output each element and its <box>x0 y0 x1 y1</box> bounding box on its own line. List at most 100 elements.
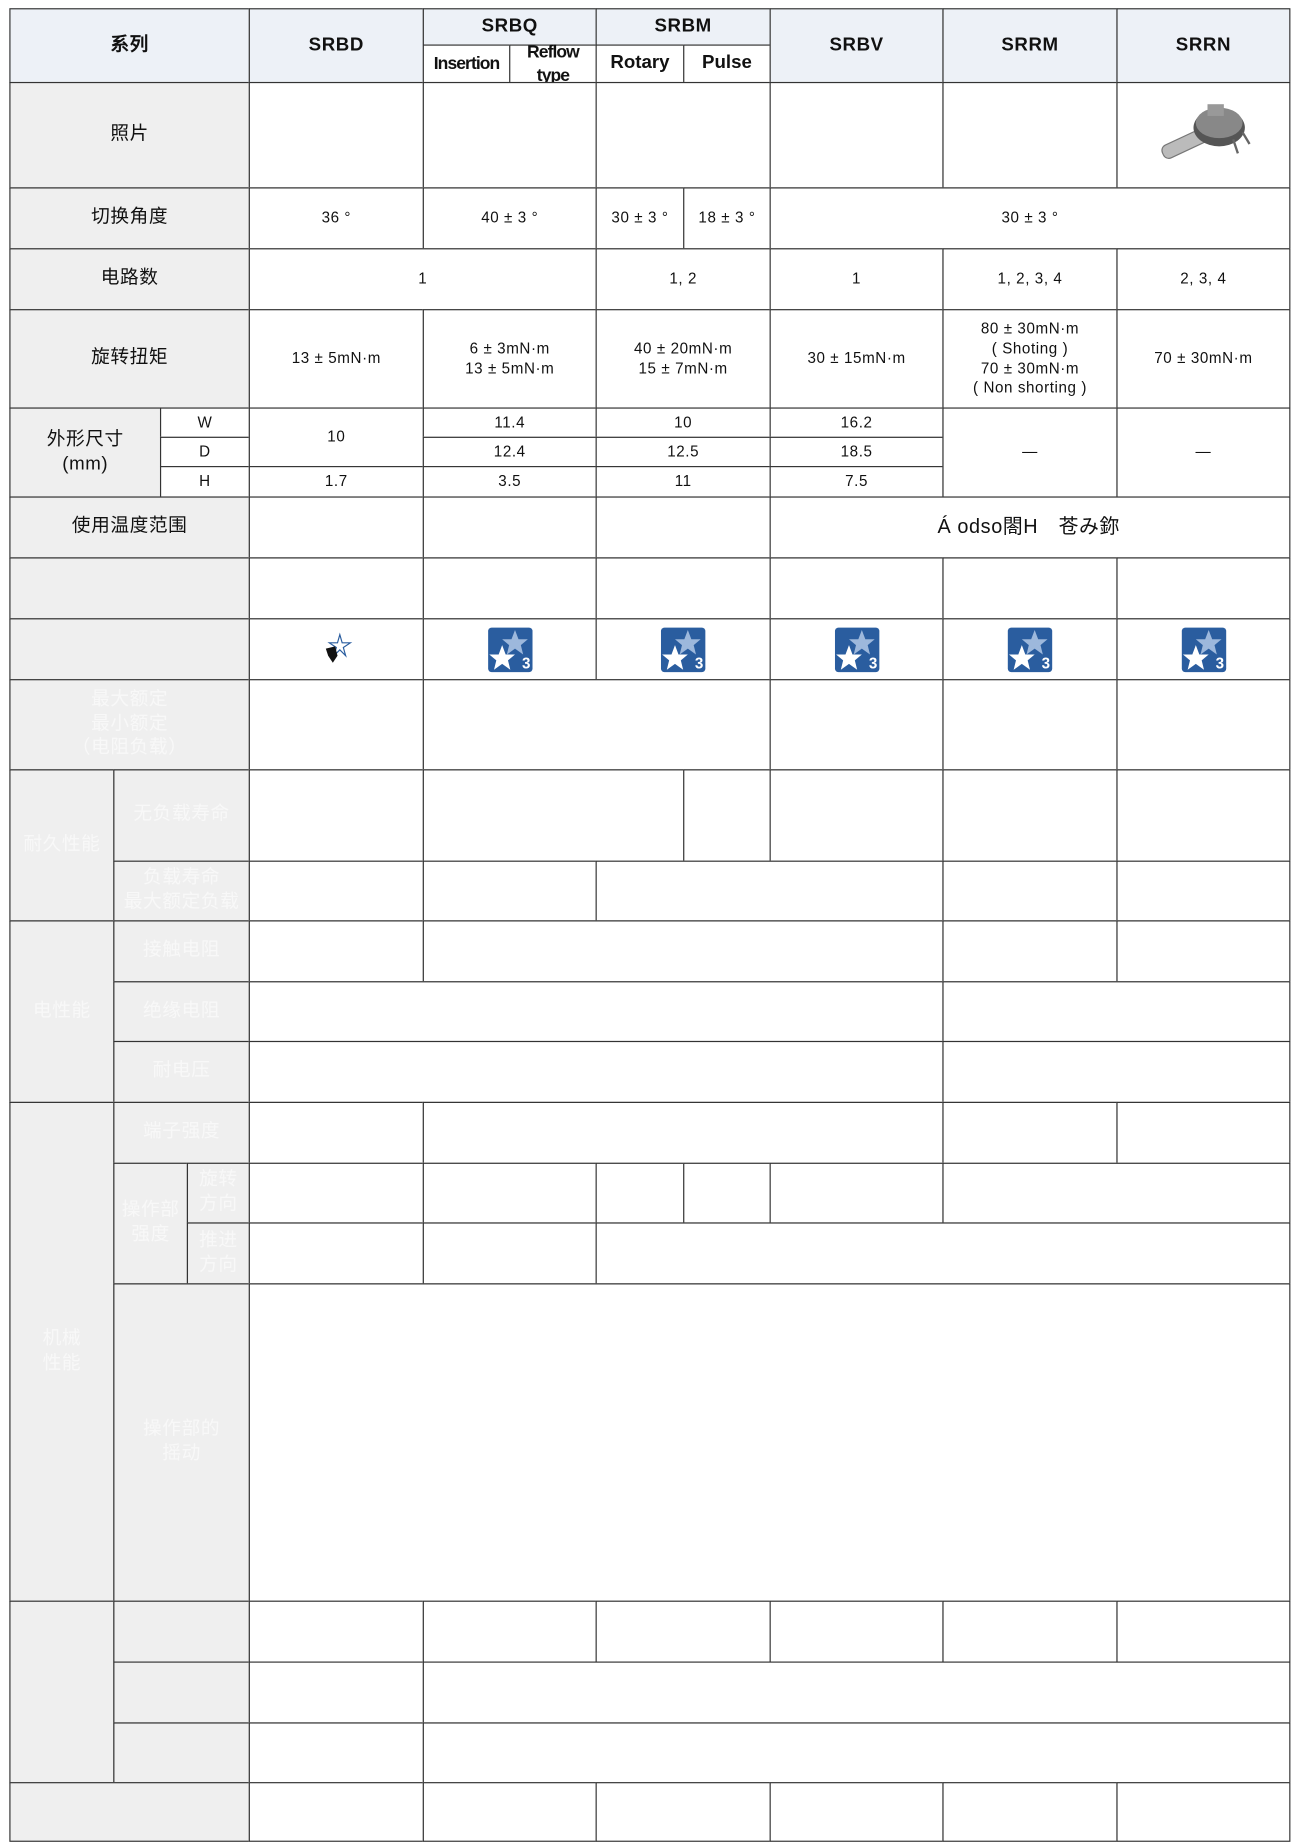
table-cell <box>248 618 424 681</box>
cell-text: 13 ± 5mN·m <box>291 348 381 367</box>
table-cell <box>422 81 597 189</box>
table-cell <box>248 1782 424 1842</box>
table-cell <box>248 981 944 1043</box>
table-cell: W <box>159 407 250 438</box>
cell-text: SRRN <box>1175 34 1232 55</box>
table-cell: Á odso閤H 苍み鉨 <box>769 496 1291 559</box>
table-cell <box>422 1600 597 1663</box>
table-cell <box>1116 1101 1291 1164</box>
table-cell <box>422 1661 1291 1724</box>
cell-text: 40 ± 20mN·m 15 ± 7mN·m <box>634 339 733 377</box>
table-cell: 40 ± 20mN·m 15 ± 7mN·m <box>595 309 771 409</box>
cell-text: Insertion <box>433 53 500 74</box>
table-cell: 机械 性能 <box>9 1101 115 1602</box>
table-cell: SRRM <box>942 8 1118 84</box>
svg-text:3: 3 <box>695 655 704 672</box>
table-cell <box>942 1101 1118 1164</box>
cell-text: 电性能 <box>32 1000 91 1021</box>
table-cell <box>942 557 1118 620</box>
cell-text: 1 <box>852 269 862 287</box>
table-cell <box>595 1600 771 1663</box>
table-cell: 切换角度 <box>9 187 250 250</box>
svg-text:3: 3 <box>521 655 530 672</box>
cell-text: 端子强度 <box>143 1121 221 1142</box>
table-cell <box>248 679 424 771</box>
table-cell: D <box>159 436 250 468</box>
svg-text:3: 3 <box>1215 655 1224 672</box>
cell-text: 推进 方向 <box>199 1230 238 1275</box>
table-cell <box>248 1101 424 1164</box>
table-cell <box>422 1222 597 1285</box>
cell-text: 2, 3, 4 <box>1180 269 1227 287</box>
cell-text: 11 <box>674 471 692 490</box>
table-cell <box>248 557 424 620</box>
table-cell: SRBV <box>769 8 944 84</box>
table-cell: 2, 3, 4 <box>1116 248 1291 311</box>
rohs-icon: 3 <box>487 627 532 672</box>
rohs-icon: 3 <box>660 627 706 672</box>
table-cell: 1, 2, 3, 4 <box>942 248 1118 311</box>
table-cell: 30 ± 15mN·m <box>769 309 944 409</box>
table-cell <box>9 1782 250 1842</box>
cell-text: 6 ± 3mN·m 13 ± 5mN·m <box>465 339 555 377</box>
table-cell: 3 <box>942 618 1118 681</box>
cell-text: 30 ± 3 ° <box>1001 208 1059 227</box>
cell-text: 绝缘电阻 <box>143 1000 221 1021</box>
table-cell: 70 ± 30mN·m <box>1116 309 1291 409</box>
table-cell <box>942 860 1118 922</box>
table-cell: 操作部的 摇动 <box>113 1283 250 1602</box>
cell-text: 最大额定 最小额定 （电阻负载） <box>71 689 188 759</box>
table-cell: 接触电阻 <box>113 920 250 983</box>
table-cell: 1 <box>248 248 597 311</box>
cell-text: 80 ± 30mN·m ( Shoting ) 70 ± 30mN·m ( No… <box>973 319 1087 397</box>
table-cell: 6 ± 3mN·m 13 ± 5mN·m <box>422 309 597 409</box>
table-cell: Rotary <box>595 44 685 84</box>
table-cell <box>595 860 944 922</box>
cell-text: 18.5 <box>840 442 873 460</box>
cell-text: 电路数 <box>100 268 159 289</box>
table-cell <box>595 496 771 559</box>
table-cell <box>422 1162 597 1224</box>
table-cell <box>769 679 944 771</box>
product-photo <box>1160 103 1250 159</box>
table-cell <box>248 860 424 922</box>
table-cell <box>1116 557 1291 620</box>
cell-text: 1.7 <box>324 471 348 490</box>
table-cell: 端子强度 <box>113 1101 250 1164</box>
table-cell: 3.5 <box>422 466 597 498</box>
table-cell <box>1116 1600 1291 1663</box>
rohs-icon: 3 <box>834 627 879 672</box>
table-cell <box>942 1040 1291 1103</box>
cell-text: 无负载寿命 <box>133 804 230 825</box>
cell-text: 16.2 <box>840 412 873 431</box>
table-cell <box>248 1283 1291 1602</box>
svg-text:3: 3 <box>1042 655 1051 672</box>
table-cell <box>422 769 685 862</box>
table-cell <box>248 496 424 559</box>
table-cell: SRBD <box>248 8 424 84</box>
table-cell <box>1116 920 1291 983</box>
table-cell: H <box>159 466 250 498</box>
table-cell: Insertion <box>422 44 511 84</box>
table-cell <box>942 1782 1118 1842</box>
cell-text: 1, 2, 3, 4 <box>997 269 1063 287</box>
table-cell: 推进 方向 <box>186 1222 250 1285</box>
cell-text: — <box>1195 442 1212 461</box>
table-cell <box>942 81 1118 189</box>
table-cell: 1, 2 <box>595 248 771 311</box>
cell-text: 耐电压 <box>152 1060 211 1081</box>
cell-text: 操作部的 摇动 <box>143 1419 221 1464</box>
table-cell <box>248 1040 944 1103</box>
table-cell: 3 <box>422 618 597 681</box>
cell-text: 使用温度范围 <box>71 516 188 537</box>
cell-text: 10 <box>674 412 693 431</box>
table-cell: 照片 <box>9 81 250 189</box>
cell-text: 负载寿命 最大额定负载 <box>123 867 240 913</box>
table-cell <box>248 1661 424 1724</box>
table-cell <box>1116 769 1291 862</box>
cell-text: 1, 2 <box>669 269 697 287</box>
rohs-icon: 3 <box>1007 627 1053 672</box>
table-cell: 外形尺寸 (mm) <box>9 407 162 498</box>
table-cell <box>1116 860 1291 922</box>
table-cell <box>769 1600 944 1663</box>
